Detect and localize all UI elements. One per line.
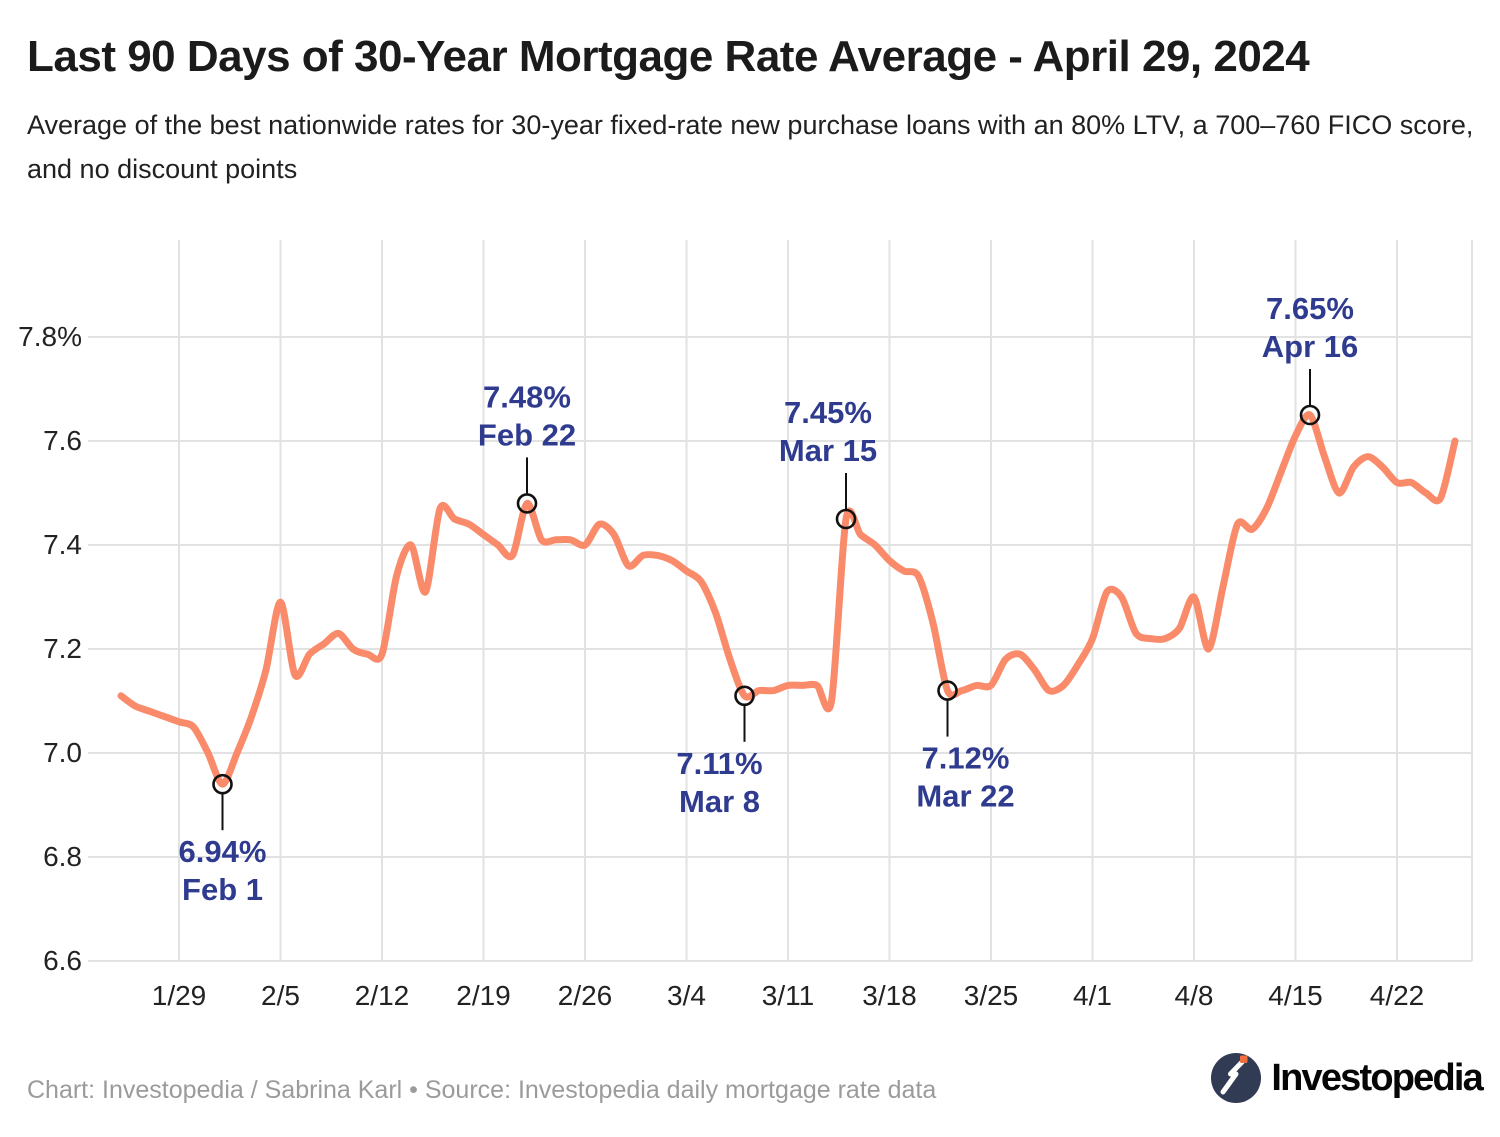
y-axis-label: 7.0 — [43, 737, 82, 768]
annotation-value: 7.11% — [676, 746, 762, 781]
chart-subtitle: Average of the best nationwide rates for… — [27, 110, 1474, 184]
x-axis-label: 2/5 — [261, 980, 300, 1011]
chart-title: Last 90 Days of 30-Year Mortgage Rate Av… — [27, 32, 1310, 81]
annotation-date: Feb 1 — [182, 872, 263, 907]
y-axis-label: 7.8% — [18, 321, 82, 352]
x-axis-label: 3/11 — [762, 980, 814, 1011]
x-axis-label: 4/22 — [1370, 980, 1425, 1011]
investopedia-logo-icon — [1211, 1053, 1262, 1103]
data-point-marker — [835, 508, 857, 530]
data-point-marker — [937, 680, 958, 701]
y-axis-label: 7.2 — [43, 633, 82, 664]
x-axis-label: 2/26 — [558, 980, 613, 1011]
annotation-date: Feb 22 — [478, 417, 576, 452]
x-axis-label: 3/4 — [667, 980, 706, 1011]
logo-orange-dot — [1240, 1055, 1248, 1063]
y-axis-label: 6.6 — [43, 945, 82, 976]
x-axis-label: 2/19 — [456, 980, 511, 1011]
attribution-text: Chart: Investopedia / Sabrina Karl • Sou… — [27, 1076, 937, 1104]
y-axis-label: 6.8 — [43, 841, 82, 872]
annotation-date: Mar 8 — [679, 784, 760, 819]
annotation-value: 7.48% — [483, 379, 571, 414]
x-axis-label: 3/25 — [964, 980, 1019, 1011]
x-axis-label: 2/12 — [355, 980, 410, 1011]
y-axis-label: 7.4 — [43, 529, 82, 560]
annotation-value: 7.45% — [784, 395, 872, 430]
x-axis-label: 4/15 — [1268, 980, 1323, 1011]
investopedia-logo: Investopedia — [1210, 1050, 1484, 1106]
footer: Chart: Investopedia / Sabrina Karl • Sou… — [0, 1048, 1500, 1118]
annotation-value: 7.65% — [1266, 291, 1354, 326]
data-point-marker — [1299, 404, 1321, 426]
data-point-marker — [516, 493, 538, 514]
data-point-marker — [734, 685, 755, 707]
annotation-date: Mar 15 — [779, 433, 877, 468]
rate-line — [117, 411, 1459, 788]
x-axis-label: 4/1 — [1073, 980, 1112, 1011]
annotation-value: 7.12% — [922, 741, 1010, 776]
x-axis-label: 1/29 — [152, 980, 207, 1011]
data-point-marker — [212, 773, 233, 795]
y-axis-label: 7.6 — [43, 425, 82, 456]
annotation-value: 6.94% — [179, 834, 267, 869]
annotation-date: Apr 16 — [1262, 329, 1358, 364]
annotation-date: Mar 22 — [916, 779, 1014, 814]
investopedia-wordmark: Investopedia — [1271, 1056, 1483, 1099]
x-axis-label: 3/18 — [862, 980, 917, 1011]
x-axis-label: 4/8 — [1175, 980, 1214, 1011]
